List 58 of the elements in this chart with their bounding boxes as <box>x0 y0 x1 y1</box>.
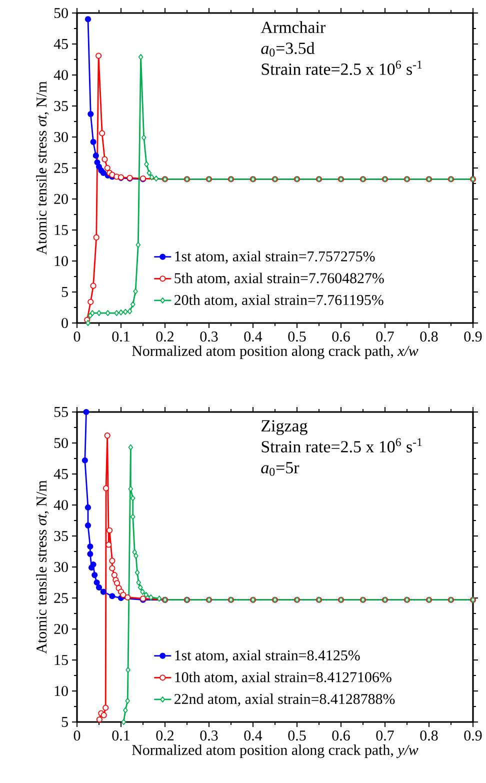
legend-label: 5th atom, axial strain=7.7604827% <box>174 272 384 286</box>
legend-label: 20th atom, axial strain=7.761195% <box>174 294 384 308</box>
x-tick-label: 0 <box>74 331 80 342</box>
x-tick-label: 0.1 <box>112 730 130 741</box>
y-tick-label: 45 <box>54 469 68 479</box>
y-tick-label: 40 <box>54 500 68 510</box>
annotation: a$_{0}$=5r <box>261 462 300 476</box>
y-tick-label: 50 <box>54 438 68 448</box>
y-tick-label: 30 <box>54 132 68 142</box>
y-tick-label: 20 <box>54 194 68 204</box>
x-axis-title: Normalized atom position along crack path, y/w <box>132 744 418 758</box>
legend-label: 10th atom, axial strain=8.4127106% <box>175 672 392 684</box>
x-tick-label: 0.9 <box>464 331 482 342</box>
y-tick-label: 45 <box>54 39 68 49</box>
y-tick-label: 10 <box>54 256 68 266</box>
annotation: Zigzag <box>262 420 308 436</box>
y-tick-label: 15 <box>54 224 68 235</box>
annotation: a$_{0}$=3.5d <box>261 42 315 57</box>
legend-label: 1st atom, axial strain=7.757275% <box>175 250 375 264</box>
x-tick-label: 0.9 <box>464 730 482 741</box>
y-axis-title: Atomic tensile stress σt, N/m <box>36 480 49 654</box>
annotation: Strain rate=2.5 x 10$^{6}$ s$^{-1}$ <box>262 60 422 75</box>
x-tick-label: 0.4 <box>244 730 262 741</box>
legend-label: 22nd atom, axial strain=8.4128788% <box>174 694 395 706</box>
x-tick-label: 0.3 <box>200 730 218 741</box>
x-tick-label: 0.5 <box>288 730 306 741</box>
y-tick-label: 5 <box>62 717 68 727</box>
y-tick-label: 10 <box>54 686 68 696</box>
y-tick-label: 35 <box>54 100 68 112</box>
y-tick-label: 35 <box>54 530 68 542</box>
x-tick-label: 0.5 <box>288 331 306 342</box>
x-tick-label: 0.6 <box>332 331 350 342</box>
x-tick-label: 0.8 <box>420 331 438 342</box>
y-tick-label: 55 <box>54 407 68 417</box>
x-tick-label: 0.7 <box>376 730 394 741</box>
y-tick-label: 20 <box>54 624 68 634</box>
y-tick-label: 15 <box>54 654 68 665</box>
y-tick-label: 25 <box>54 592 68 604</box>
x-tick-label: 0.2 <box>156 331 174 342</box>
y-tick-label: 50 <box>54 8 68 18</box>
legend-label: 1st atom, axial strain=8.4125% <box>175 650 360 663</box>
y-tick-label: 5 <box>62 287 68 297</box>
x-tick-label: 0.6 <box>332 730 350 741</box>
x-tick-label: 0.8 <box>420 730 438 741</box>
y-axis-title: Atomic tensile stress σt, N/m <box>36 81 49 255</box>
x-tick-label: 0.4 <box>244 331 262 342</box>
x-tick-label: 0.7 <box>376 331 394 342</box>
x-tick-label: 0.3 <box>200 331 218 342</box>
annotation: Strain rate=2.5 x 10$^{6}$ s$^{-1}$ <box>262 438 422 453</box>
y-tick-label: 25 <box>54 162 68 174</box>
x-tick-label: 0.1 <box>112 331 130 342</box>
x-axis-title: Normalized atom position along crack path, x/w <box>132 346 418 360</box>
annotation: Armchair <box>260 21 326 34</box>
y-tick-label: 0 <box>62 318 68 328</box>
y-tick-label: 40 <box>54 70 68 80</box>
x-tick-label: 0 <box>74 730 80 741</box>
x-tick-label: 0.2 <box>156 730 174 741</box>
y-tick-label: 30 <box>54 562 68 572</box>
